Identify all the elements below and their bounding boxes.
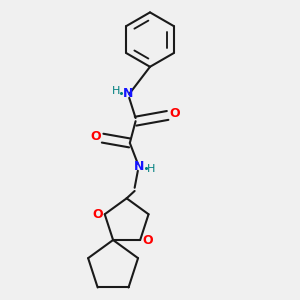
Text: O: O [169, 107, 180, 120]
Text: H: H [112, 86, 120, 96]
Text: H: H [147, 164, 155, 174]
Text: O: O [142, 233, 152, 247]
Text: N: N [122, 88, 133, 100]
Text: O: O [90, 130, 101, 143]
Text: N: N [134, 160, 145, 173]
Text: O: O [92, 208, 103, 221]
